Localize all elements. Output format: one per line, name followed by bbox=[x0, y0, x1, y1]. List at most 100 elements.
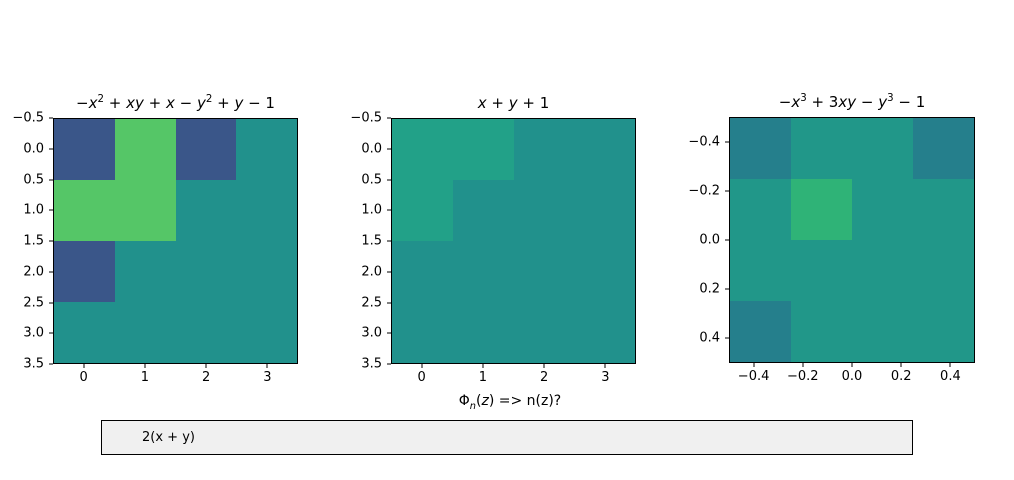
tick-mark bbox=[49, 363, 53, 365]
tick-label: 0.2 bbox=[699, 281, 720, 297]
tick-mark bbox=[49, 117, 53, 119]
tick-label: 0.5 bbox=[361, 172, 382, 187]
tick-mark bbox=[387, 363, 391, 365]
tick-label: 3.5 bbox=[361, 356, 382, 372]
plot-1-x-axis: 0 1 2 3 bbox=[53, 364, 298, 388]
heatmap-cell bbox=[452, 241, 514, 302]
tick-mark bbox=[266, 364, 268, 368]
math-token: x bbox=[477, 93, 487, 112]
tick-mark bbox=[421, 364, 423, 368]
heatmap-cell bbox=[730, 179, 791, 240]
tick-label: 0 bbox=[417, 370, 426, 385]
heatmap-cell bbox=[236, 180, 297, 241]
tick-label: 3.0 bbox=[23, 325, 44, 341]
math-token: y bbox=[196, 93, 206, 112]
math-token: 3 bbox=[887, 92, 894, 104]
heatmap-cell bbox=[730, 240, 791, 301]
heatmap-cell bbox=[852, 240, 913, 301]
tick-mark bbox=[49, 209, 53, 211]
tick-mark bbox=[49, 332, 53, 334]
question-label: Φn(z) => n(z)? bbox=[459, 393, 561, 412]
math-token: − bbox=[856, 92, 879, 111]
heatmap-cell bbox=[513, 119, 575, 180]
heatmap-cell bbox=[791, 240, 852, 301]
tick-label: −0.2 bbox=[787, 369, 819, 384]
tick-mark bbox=[387, 271, 391, 273]
tick-mark bbox=[49, 148, 53, 150]
heatmap-cell bbox=[452, 119, 514, 180]
heatmap-cell bbox=[175, 241, 237, 302]
tick-mark bbox=[387, 209, 391, 211]
math-token: xy bbox=[126, 93, 144, 112]
heatmap-cell bbox=[452, 302, 514, 363]
plot-3-title: −x3 + 3xy − y3 − 1 bbox=[779, 93, 926, 111]
tick-label: 0.0 bbox=[841, 369, 863, 384]
heatmap-cell bbox=[791, 301, 852, 362]
heatmap-cell bbox=[913, 179, 974, 240]
heatmap-cell bbox=[513, 180, 575, 241]
heatmap-cell bbox=[791, 118, 852, 179]
heatmap-cell bbox=[392, 180, 453, 241]
tick-mark bbox=[949, 363, 951, 367]
tick-label: 2.0 bbox=[23, 264, 44, 280]
math-token: − 1 bbox=[893, 92, 926, 111]
heatmap-plot-2: x + y + 1 0 1 2 3 −0.5 0.0 0.5 1.0 1.5 2.0 2.5 3.0… bbox=[350, 94, 636, 385]
plot-2-title: x + y + 1 bbox=[477, 93, 550, 112]
math-token: + 3 bbox=[806, 92, 839, 111]
math-token: 2 bbox=[205, 93, 213, 105]
tick-label: −0.4 bbox=[737, 369, 770, 384]
tick-mark bbox=[387, 332, 391, 334]
tick-label: 0.0 bbox=[361, 141, 382, 157]
answer-input[interactable] bbox=[101, 420, 913, 455]
heatmap-cell bbox=[114, 241, 176, 302]
plot-3-y-axis: −0.4 −0.2 0.0 0.2 0.4 bbox=[677, 117, 729, 363]
tick-label: 0 bbox=[79, 370, 88, 385]
math-token: y bbox=[234, 93, 244, 112]
tick-label: 3 bbox=[601, 370, 610, 385]
tick-mark bbox=[387, 148, 391, 150]
plot-3-x-axis: −0.4 −0.2 0.0 0.2 0.4 bbox=[729, 363, 975, 387]
tick-label: 3.0 bbox=[361, 325, 382, 341]
tick-mark bbox=[83, 364, 85, 368]
tick-label: −0.2 bbox=[688, 183, 720, 199]
heatmap-cell bbox=[791, 179, 852, 240]
math-token: + bbox=[103, 93, 127, 112]
tick-mark bbox=[604, 364, 606, 368]
heatmap-cell bbox=[913, 301, 974, 362]
tick-mark bbox=[725, 141, 729, 143]
heatmap-cell bbox=[392, 119, 453, 180]
heatmap-cell bbox=[236, 302, 297, 363]
heatmap-cell bbox=[236, 241, 297, 302]
tick-label: 2.5 bbox=[361, 295, 382, 310]
tick-mark bbox=[753, 363, 755, 367]
tick-label: −0.5 bbox=[12, 110, 44, 126]
tick-mark bbox=[49, 240, 53, 242]
tick-mark bbox=[851, 363, 853, 367]
tick-mark bbox=[49, 302, 53, 303]
heatmap-cell bbox=[54, 180, 115, 241]
heatmap-cell bbox=[574, 302, 635, 363]
math-token: x bbox=[165, 93, 175, 112]
tick-label: 0.5 bbox=[23, 172, 44, 187]
tick-mark bbox=[49, 271, 53, 273]
tick-label: 1 bbox=[478, 370, 488, 385]
plot-1-y-axis: −0.5 0.0 0.5 1.0 1.5 2.0 2.5 3.0 3.5 bbox=[1, 111, 53, 372]
heatmap-cell bbox=[730, 118, 791, 179]
math-token: + 1 bbox=[517, 93, 550, 112]
tick-label: 0.0 bbox=[23, 141, 44, 157]
math-token: x bbox=[88, 93, 98, 112]
tick-label: 2 bbox=[201, 370, 211, 385]
tick-mark bbox=[802, 363, 804, 367]
tick-label: 1 bbox=[140, 370, 150, 385]
math-token: ( bbox=[476, 393, 482, 409]
math-token: x bbox=[791, 92, 801, 111]
plot-2-heatmap-grid bbox=[391, 118, 636, 364]
math-token: Φ bbox=[458, 393, 470, 409]
tick-mark bbox=[205, 364, 207, 368]
heatmap-cell bbox=[913, 240, 974, 301]
heatmap-plot-3: −x3 + 3xy − y3 − 1 −0.4 −0.2 0.0 0.2 0.4 −0.… bbox=[688, 93, 975, 384]
tick-label: 0.4 bbox=[699, 330, 720, 346]
tick-mark bbox=[482, 364, 484, 368]
